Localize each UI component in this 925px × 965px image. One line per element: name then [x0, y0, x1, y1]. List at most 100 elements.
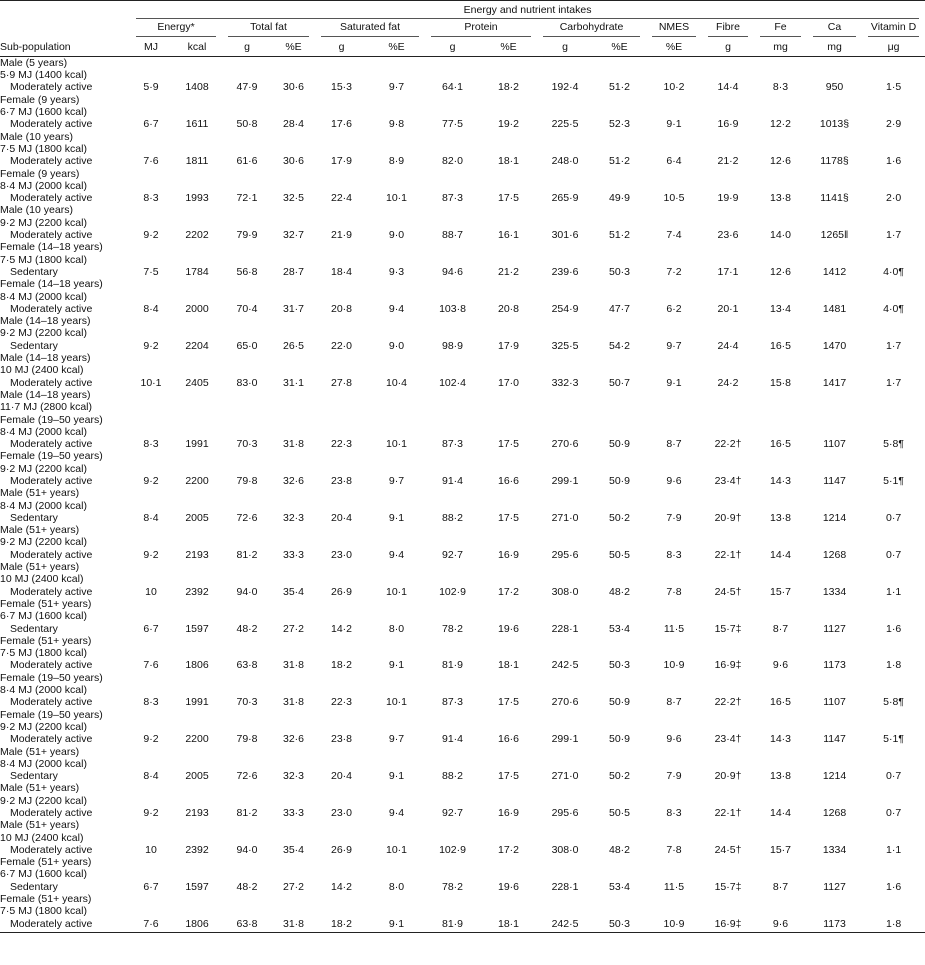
cell: 1481 [822, 302, 847, 315]
label-line: Sedentary [10, 622, 58, 635]
sub-population: Female (9 years) 8·4 MJ (2000 kcal) Modera… [0, 168, 130, 205]
cell: 1806 [185, 659, 209, 672]
label-line: 9·2 MJ (2200 kcal) [0, 216, 87, 229]
cell: 81·2 [236, 807, 258, 819]
cell: 50·8 [236, 118, 258, 131]
cell: 72·6 [236, 770, 258, 783]
label-line: 8·4 MJ (2000 kcal) [0, 425, 87, 438]
cell: 64·1 [441, 81, 463, 94]
sub-population: Male (51+ years) 9·2 MJ (2200 kcal) Modera… [0, 782, 130, 819]
cell: 271·0 [551, 770, 579, 783]
cell: 1806 [172, 893, 222, 933]
cell: 14·2 [330, 880, 352, 893]
label-line: Female (19–50 years) [0, 708, 103, 721]
cell: 31·8 [272, 893, 315, 933]
cell: 242·5 [551, 659, 579, 672]
cell: 7·6 [143, 155, 159, 168]
cell: 1811 [185, 155, 209, 168]
cell: 8·9 [388, 155, 405, 168]
cell: 9·2 [143, 733, 159, 746]
cell: 102·9 [439, 843, 466, 856]
cell: 9·1 [368, 893, 425, 933]
sub-population: Female (19–50 years) 8·4 MJ (2000 kcal) Mo… [0, 672, 130, 709]
cell: 24·2 [717, 376, 739, 389]
cell: 295·6 [551, 807, 579, 819]
cell: 79·9 [236, 229, 258, 242]
label-line: Sedentary [10, 265, 58, 278]
cell: 9·0 [388, 229, 405, 242]
cell: 1·6 [885, 155, 902, 168]
cell: 102·9 [439, 585, 466, 598]
cell: 228·1 [551, 622, 579, 635]
group-header: Fe [754, 21, 807, 38]
cell: 18·1 [497, 659, 519, 672]
cell: 301·6 [551, 229, 579, 242]
label-line: Male (10 years) [0, 130, 73, 143]
cell: 14·0 [769, 229, 791, 242]
cell: 12·6 [769, 155, 791, 168]
table-row: Male (14–18 years) 11·7 MJ (2800 kcal) Fem… [0, 389, 925, 450]
cell: 9·4 [388, 548, 405, 561]
cell: 23·4† [714, 733, 742, 746]
cell: 1268 [822, 548, 847, 561]
label-line: 8·4 MJ (2000 kcal) [0, 179, 87, 192]
cell: 32·5 [282, 192, 304, 205]
cell: 103·8 [439, 302, 466, 315]
cell: 61·6 [236, 155, 258, 168]
cell: 299·1 [551, 733, 579, 746]
unit-header: g [702, 38, 754, 57]
cell: 2005 [185, 770, 209, 783]
cell: 22·0 [330, 339, 352, 352]
label-line: Male (51+ years) [0, 487, 80, 500]
cell: 192·4 [551, 81, 579, 94]
table-row: Male (51+ years) 8·4 MJ (2000 kcal) Sedent… [0, 487, 925, 524]
cell: 9·1 [666, 376, 682, 389]
cell: 63·8 [236, 659, 258, 672]
label-line: 8·4 MJ (2000 kcal) [0, 757, 87, 770]
label-line: 6·7 MJ (1600 kcal) [0, 868, 87, 881]
cell: 1334 [822, 843, 847, 856]
cell: 0·7 [885, 548, 902, 561]
cell: 17·5 [497, 770, 519, 783]
cell: 265·9 [551, 192, 579, 205]
cell: 13·8 [769, 770, 791, 783]
sub-population: Female (14–18 years) 8·4 MJ (2000 kcal) Mo… [0, 278, 130, 315]
cell: 0·7 [885, 770, 902, 783]
sub-population: Male (5 years) 5·9 MJ (1400 kcal) Moderate… [0, 56, 130, 94]
cell: 16·9 [497, 548, 519, 561]
cell: 17·5 [497, 696, 519, 709]
group-label: Energy* [136, 21, 216, 37]
cell: 19·6 [497, 880, 519, 893]
cell: 8·3 [666, 548, 682, 561]
cell: 5·1¶ [883, 474, 904, 487]
cell: 1408 [185, 81, 209, 94]
label-line: Moderately active [10, 192, 93, 205]
cell: 92·7 [441, 548, 463, 561]
cell: 7·6 [143, 659, 159, 672]
cell: 1127 [823, 622, 846, 635]
cell: 65·0 [236, 339, 258, 352]
cell: 22·1† [714, 548, 742, 561]
table-row: Male (51+ years) 10 MJ (2400 kcal) Moderat… [0, 561, 925, 598]
label-line: Male (51+ years) [0, 524, 80, 537]
group-label: NMES [652, 21, 696, 37]
cell: 13·8 [769, 192, 791, 205]
cell: 1178§ [820, 155, 849, 168]
cell: 22·4 [330, 192, 352, 205]
cell: 70·4 [236, 302, 258, 315]
cell: 16·9 [497, 807, 519, 819]
unit-header: %E [272, 38, 315, 57]
cell: 22·1† [714, 807, 742, 819]
cell: 49·9 [608, 192, 630, 205]
cell: 10·9 [663, 659, 685, 672]
cell: 94·0 [236, 585, 258, 598]
table-row: Male (10 years) 7·5 MJ (1800 kcal) Moderat… [0, 131, 925, 168]
cell: 14·4 [769, 807, 791, 819]
group-label: Saturated fat [321, 21, 419, 37]
sub-population: Female (51+ years) 7·5 MJ (1800 kcal) Mode… [0, 893, 130, 933]
cell: 33·3 [282, 548, 304, 561]
cell: 50·9 [608, 733, 630, 746]
cell: 1107 [823, 438, 846, 451]
cell: 23·4† [714, 474, 742, 487]
cell: 7·2 [666, 265, 682, 278]
